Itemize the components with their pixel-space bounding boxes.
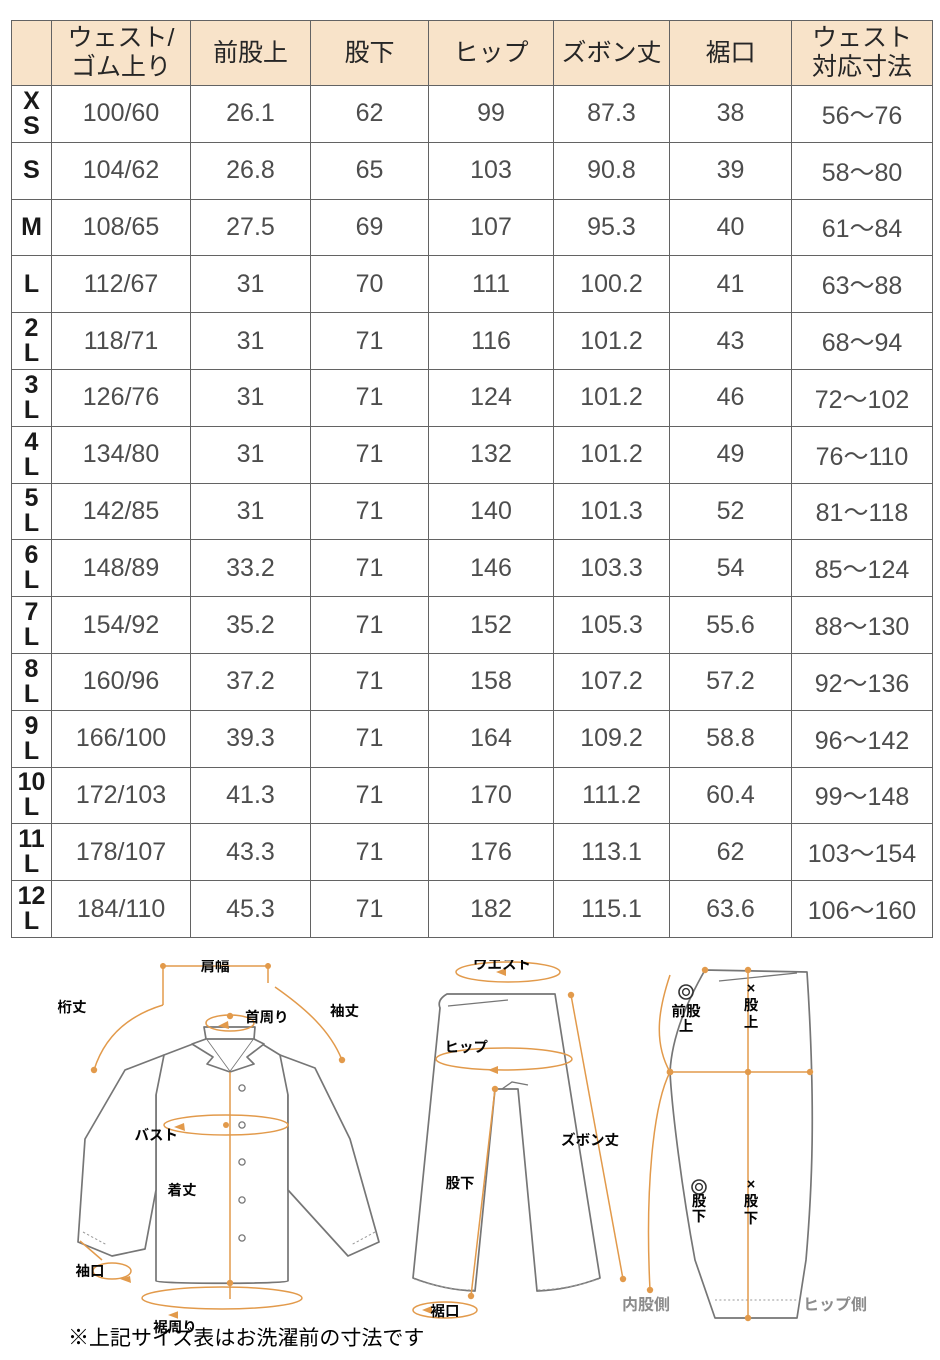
svg-text:桁丈: 桁丈 [58, 999, 87, 1016]
svg-text:ウエスト: ウエスト [473, 960, 531, 973]
svg-text:×: × [747, 981, 755, 997]
svg-text:前股: 前股 [672, 1003, 701, 1020]
svg-text:上: 上 [679, 1019, 694, 1035]
svg-text:着丈: 着丈 [168, 1182, 197, 1199]
svg-text:肩幅: 肩幅 [201, 960, 230, 975]
svg-text:×: × [747, 1177, 755, 1193]
svg-text:股下: 股下 [446, 1176, 475, 1192]
svg-text:ズボン丈: ズボン丈 [561, 1132, 619, 1149]
svg-text:下: 下 [744, 1211, 759, 1227]
svg-text:下: 下 [692, 1209, 707, 1225]
svg-text:股: 股 [744, 998, 759, 1014]
svg-text:首周り: 首周り [245, 1009, 289, 1026]
svg-text:股: 股 [744, 1194, 759, 1210]
svg-text:袖口: 袖口 [76, 1264, 105, 1280]
svg-text:袖丈: 袖丈 [330, 1004, 359, 1020]
svg-text:内股側: 内股側 [622, 1295, 670, 1314]
svg-text:股: 股 [692, 1194, 707, 1210]
svg-text:バスト: バスト [135, 1127, 179, 1144]
svg-text:上: 上 [744, 1015, 759, 1031]
svg-text:ヒップ側: ヒップ側 [803, 1295, 867, 1314]
svg-text:裾口: 裾口 [431, 1304, 460, 1320]
svg-text:ヒップ: ヒップ [445, 1040, 489, 1056]
